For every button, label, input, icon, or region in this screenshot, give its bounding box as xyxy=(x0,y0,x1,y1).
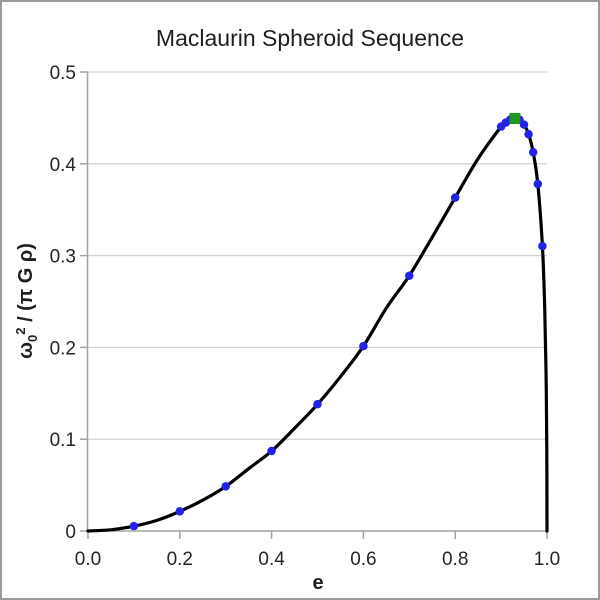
data-point-e-0.4 xyxy=(267,446,276,456)
tick-marks xyxy=(80,71,548,539)
tick-labels: 0 0.1 0.2 0.3 0.4 0.5 0.0 0.2 0.4 0.6 0.8 1.0 xyxy=(50,63,561,570)
x-axis-title: e xyxy=(312,572,323,594)
y-tick-label-0.3: 0.3 xyxy=(50,247,76,268)
data-point-e-0.8 xyxy=(450,193,460,202)
y-tick-label-0.5: 0.5 xyxy=(50,63,76,84)
y-tick-label-0.2: 0.2 xyxy=(50,338,76,359)
data-point-e-0.6 xyxy=(359,341,368,351)
data-point-e-0.2 xyxy=(175,507,185,516)
x-tick-label-0.6: 0.6 xyxy=(350,549,376,570)
max-point-e-0.93 xyxy=(509,113,521,124)
series-layer xyxy=(86,113,549,533)
gridlines xyxy=(88,71,547,440)
x-tick-label-0.8: 0.8 xyxy=(442,549,468,570)
maclaurin-curve xyxy=(86,116,549,533)
y-tick-label-0: 0 xyxy=(65,522,76,543)
data-point-e-0.97 xyxy=(528,147,538,157)
y-axis-title: ω02 / (π G ρ) xyxy=(13,243,40,359)
data-point-e-0.98 xyxy=(533,179,543,189)
data-point-e-0.99 xyxy=(538,241,547,251)
maximum-angular-velocity-point xyxy=(509,113,521,124)
axes xyxy=(86,72,547,532)
data-point-e-0.96 xyxy=(524,129,533,139)
x-tick-label-0.4: 0.4 xyxy=(258,549,285,570)
x-tick-label-1.0: 1.0 xyxy=(534,549,560,570)
data-point-e-0.5 xyxy=(313,400,322,409)
data-point-e-0.3 xyxy=(221,482,230,491)
data-point-e-0.7 xyxy=(405,271,414,280)
spheroid-sequence-points xyxy=(129,115,547,531)
y-tick-label-0.1: 0.1 xyxy=(50,430,76,451)
data-point-e-0.95 xyxy=(519,120,529,129)
y-tick-label-0.4: 0.4 xyxy=(50,155,77,176)
x-tick-label-0.2: 0.2 xyxy=(167,549,193,570)
chart-title: Maclaurin Spheroid Sequence xyxy=(156,25,464,51)
x-tick-label-0.0: 0.0 xyxy=(75,549,101,570)
data-point-e-0.1 xyxy=(129,521,139,531)
